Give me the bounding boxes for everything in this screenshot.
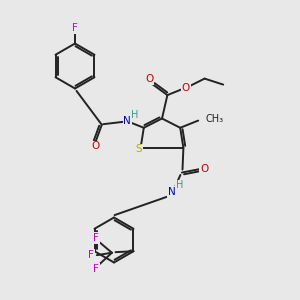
Text: N: N (123, 116, 131, 126)
Text: O: O (91, 141, 99, 152)
Text: O: O (182, 82, 190, 93)
Text: H: H (176, 181, 184, 190)
Text: O: O (145, 74, 154, 84)
Text: F: F (93, 264, 99, 274)
Text: F: F (93, 233, 99, 243)
Text: N: N (167, 187, 175, 197)
Text: S: S (136, 145, 142, 154)
Text: H: H (131, 110, 139, 120)
Text: F: F (88, 250, 94, 260)
Text: F: F (72, 23, 78, 33)
Text: O: O (200, 164, 208, 174)
Text: CH₃: CH₃ (206, 114, 224, 124)
